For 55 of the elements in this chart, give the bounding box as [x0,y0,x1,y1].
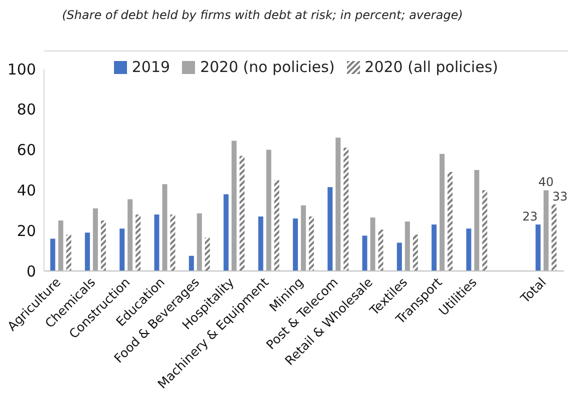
bar [344,148,349,271]
y-tick-label: 60 [16,141,36,160]
bar [232,140,237,271]
bar [266,150,272,271]
bar [136,214,141,271]
bar [258,216,264,271]
bar [120,228,125,271]
bar [300,205,306,271]
bar [274,180,280,271]
bar [336,138,341,271]
bar [162,184,168,271]
bar [440,154,445,271]
bar [308,216,314,271]
bar [552,204,557,271]
data-label: 23 [522,210,538,224]
bar [154,214,160,271]
bar [412,234,418,271]
bar [544,190,549,271]
bar [482,190,488,271]
bar [240,156,245,271]
bar [224,194,229,271]
bar [396,242,402,271]
bar [84,232,90,271]
data-label: 33 [552,189,568,204]
bar [474,170,480,271]
bar [92,208,98,271]
bar [536,224,541,271]
bar [188,256,194,271]
bar [50,238,56,271]
bar [66,234,72,271]
bar [100,220,106,271]
bar [404,222,410,271]
bar [378,230,384,271]
y-tick-label: 40 [16,182,36,200]
bar [170,214,176,271]
chart-title: (Share of debt held by firms with debt at risk; in percent; average) [62,8,463,22]
bar [58,220,64,271]
bar [362,236,368,271]
legend-label: 2020 (no policies) [199,58,335,76]
bar [370,217,376,271]
bar [328,187,333,271]
y-tick-label: 80 [16,100,36,119]
bar [128,199,133,271]
y-tick-label: 20 [16,222,36,240]
y-tick-label: 100 [7,60,36,78]
legend-label: 2020 (all policies) [364,58,498,76]
y-tick-label: 0 [26,262,36,280]
bar [466,228,472,271]
bar [204,238,210,271]
data-label: 40 [538,175,554,190]
bar [432,224,437,271]
bar [448,172,453,271]
bar [292,218,298,271]
bar [196,213,202,271]
legend-label: 2019 [130,58,170,76]
